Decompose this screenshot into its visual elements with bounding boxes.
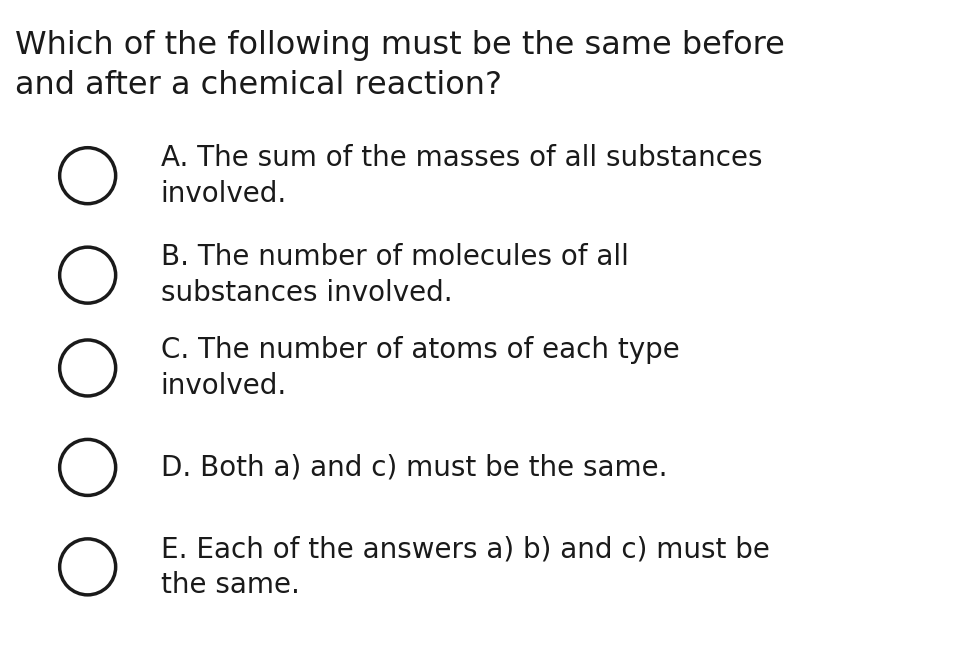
Text: Which of the following must be the same before
and after a chemical reaction?: Which of the following must be the same … bbox=[15, 30, 784, 101]
Text: A. The sum of the masses of all substances
involved.: A. The sum of the masses of all substanc… bbox=[161, 144, 763, 208]
Text: C. The number of atoms of each type
involved.: C. The number of atoms of each type invo… bbox=[161, 336, 680, 400]
Text: B. The number of molecules of all
substances involved.: B. The number of molecules of all substa… bbox=[161, 243, 628, 307]
Text: D. Both a) and c) must be the same.: D. Both a) and c) must be the same. bbox=[161, 453, 667, 481]
Text: E. Each of the answers a) b) and c) must be
the same.: E. Each of the answers a) b) and c) must… bbox=[161, 535, 769, 599]
